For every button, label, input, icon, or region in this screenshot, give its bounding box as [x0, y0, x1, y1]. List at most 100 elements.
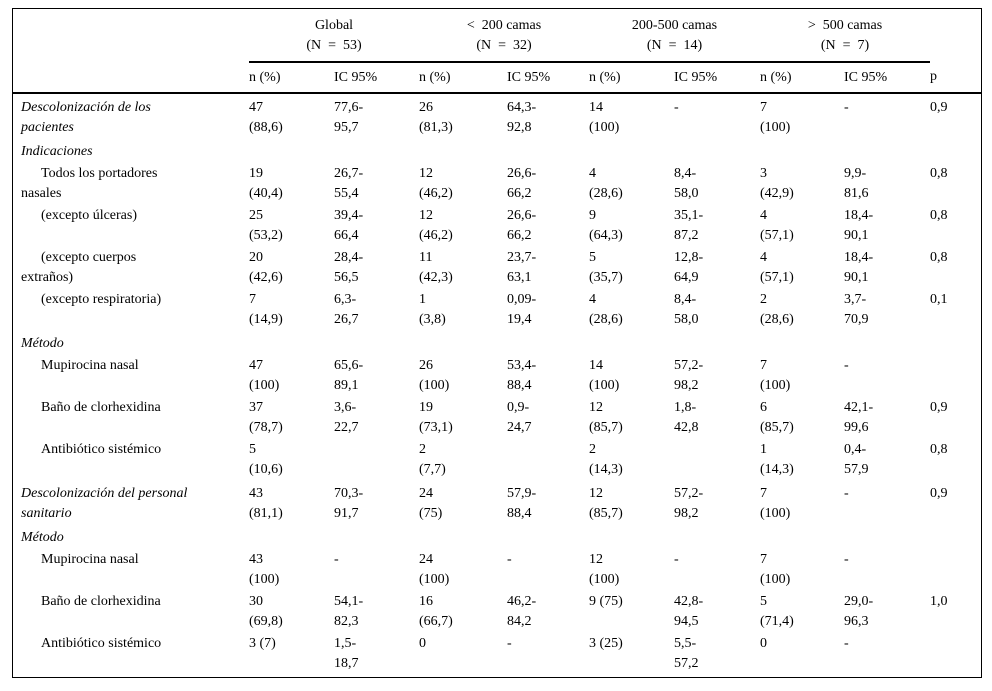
- table-header: Global (N = 53) < 200 camas (N = 32) 200-5…: [13, 9, 981, 94]
- cell: 0,9- 24,7: [507, 400, 532, 435]
- cell: 2 (28,6): [760, 292, 794, 327]
- cell: 26 (81,3): [419, 100, 453, 135]
- cell: 4 (57,1): [760, 250, 794, 285]
- cell: 16 (66,7): [419, 594, 453, 629]
- cell: [930, 354, 981, 396]
- row-label: Descolonización de los pacientes: [21, 100, 151, 135]
- cell: [249, 330, 334, 354]
- table-row: (excepto úlceras) 25 (53,2) 39,4- 66,4 12 (…: [13, 204, 981, 246]
- cell: 0: [760, 636, 767, 651]
- cell: 5 (10,6): [249, 442, 283, 477]
- subheader-n-global: n (%): [249, 62, 334, 94]
- row-label: Mupirocina nasal: [41, 358, 139, 373]
- cell: 3 (25): [589, 636, 623, 651]
- subheader-ic-200-500: IC 95%: [674, 62, 760, 94]
- cell: 64,3- 92,8: [507, 100, 537, 135]
- cell: 26,6- 66,2: [507, 166, 537, 201]
- cell: 12 (46,2): [419, 208, 453, 243]
- cell: 0,4- 57,9: [844, 442, 869, 477]
- cell: 24 (100): [419, 552, 450, 587]
- cell: 18,4- 90,1: [844, 208, 874, 243]
- cell: 37 (78,7): [249, 400, 283, 435]
- cell: 5 (35,7): [589, 250, 623, 285]
- cell: 53,4- 88,4: [507, 358, 537, 393]
- subheader-n-lt200: n (%): [419, 62, 507, 94]
- table-row: Baño de clorhexidina 37 (78,7) 3,6- 22,7 19…: [13, 396, 981, 438]
- subheader-n-200-500: n (%): [589, 62, 674, 94]
- cell: 5,5- 57,2: [674, 636, 699, 671]
- table-row: Baño de clorhexidina 30 (69,8) 54,1- 82,3 1…: [13, 590, 981, 632]
- cell: 3 (7): [249, 636, 276, 651]
- table-frame: [12, 8, 982, 678]
- cell: 26,6- 66,2: [507, 208, 537, 243]
- cell: 11 (42,3): [419, 250, 453, 285]
- cell: [760, 524, 844, 548]
- cell: 77,6- 95,7: [334, 100, 364, 135]
- cell: [674, 524, 760, 548]
- cell: 20 (42,6): [249, 250, 283, 285]
- table-row: Mupirocina nasal 47 (100) 65,6- 89,1 26 (10…: [13, 354, 981, 396]
- cell: 12 (46,2): [419, 166, 453, 201]
- cell: 9 (75): [589, 594, 623, 609]
- table-row: Método: [13, 330, 981, 354]
- cell: 57,9- 88,4: [507, 486, 537, 521]
- cell: 26,7- 55,4: [334, 166, 364, 201]
- subheader-ic-gt500: IC 95%: [844, 62, 930, 94]
- cell: [844, 524, 930, 548]
- cell: [589, 138, 674, 162]
- cell: 0,8: [930, 208, 948, 223]
- row-label: (excepto respiratoria): [41, 292, 162, 307]
- table-body: Descolonización de los pacientes 47 (88,6…: [13, 93, 981, 674]
- cell: 42,1- 99,6: [844, 400, 874, 435]
- cell: 6 (85,7): [760, 400, 794, 435]
- cell: [334, 524, 419, 548]
- cell: 43 (100): [249, 552, 280, 587]
- cell: 19 (73,1): [419, 400, 453, 435]
- cell: 5 (71,4): [760, 594, 794, 629]
- cell: 12 (100): [589, 552, 620, 587]
- cell: 4 (28,6): [589, 292, 623, 327]
- cell: -: [844, 636, 849, 651]
- cell: 1,8- 42,8: [674, 400, 699, 435]
- group-header-gt500: > 500 camas (N = 7): [760, 9, 930, 63]
- cell: [507, 138, 589, 162]
- table-row: Descolonización de los pacientes 47 (88,6…: [13, 93, 981, 138]
- cell: 47 (100): [249, 358, 280, 393]
- cell: -: [674, 552, 679, 567]
- cell: 8,4- 58,0: [674, 292, 699, 327]
- cell: 3,6- 22,7: [334, 400, 359, 435]
- cell: [334, 330, 419, 354]
- cell: 54,1- 82,3: [334, 594, 364, 629]
- row-label: Mupirocina nasal: [41, 552, 139, 567]
- subheader-row: n (%) IC 95% n (%) IC 95% n (%) IC 95% n (%) IC…: [13, 62, 981, 94]
- cell: 14 (100): [589, 100, 620, 135]
- row-label: Método: [21, 530, 64, 545]
- cell: [334, 138, 419, 162]
- group-header-lt200: < 200 camas (N = 32): [419, 9, 589, 63]
- cell: [760, 330, 844, 354]
- cell: 12,8- 64,9: [674, 250, 704, 285]
- cell: [589, 524, 674, 548]
- cell: 30 (69,8): [249, 594, 283, 629]
- cell: 0,09- 19,4: [507, 292, 537, 327]
- cell: [674, 330, 760, 354]
- row-label: Antibiótico sistémico: [41, 442, 162, 457]
- cell: [419, 524, 507, 548]
- row-label: Descolonización del personal sanitario: [21, 486, 188, 521]
- cell: 24 (75): [419, 486, 443, 521]
- table-row: (excepto respiratoria) 7 (14,9) 6,3- 26,7 1…: [13, 288, 981, 330]
- cell: 7 (100): [760, 486, 791, 521]
- cell: 0: [419, 636, 426, 651]
- cell: 0,9: [930, 400, 948, 415]
- cell: 57,2- 98,2: [674, 358, 704, 393]
- subheader-ic-global: IC 95%: [334, 62, 419, 94]
- row-label: Baño de clorhexidina: [41, 594, 161, 609]
- cell: [419, 330, 507, 354]
- cell: -: [507, 552, 512, 567]
- table-row: Antibiótico sistémico 5 (10,6) 2 (7,7) 2 (1…: [13, 438, 981, 480]
- cell: [930, 548, 981, 590]
- row-label: Método: [21, 336, 64, 351]
- cell: 2 (7,7): [419, 442, 446, 477]
- cell: -: [844, 358, 849, 373]
